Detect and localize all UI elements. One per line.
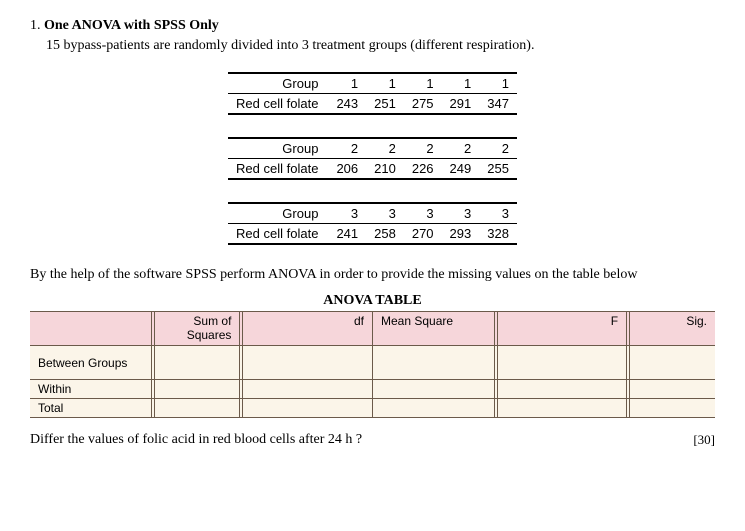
data-row: Red cell folate206210226249255 bbox=[228, 159, 517, 180]
data-tables-region: Group11111Red cell folate243251275291347… bbox=[193, 72, 553, 245]
anova-row-label: Between Groups bbox=[30, 346, 152, 380]
data-cell: 2 bbox=[442, 138, 480, 159]
anova-cell bbox=[152, 380, 240, 399]
data-cell: 2 bbox=[328, 138, 366, 159]
anova-cell bbox=[240, 399, 373, 418]
data-cell: 226 bbox=[404, 159, 442, 180]
question-title: One ANOVA with SPSS Only bbox=[44, 18, 219, 33]
data-cell: 1 bbox=[328, 73, 366, 94]
data-row-label: Group bbox=[228, 138, 328, 159]
anova-row-label: Total bbox=[30, 399, 152, 418]
data-row: Group33333 bbox=[228, 203, 517, 224]
data-row: Group11111 bbox=[228, 73, 517, 94]
data-cell: 328 bbox=[479, 224, 517, 245]
anova-row: Total bbox=[30, 399, 715, 418]
anova-table: Sum of Squares df Mean Square F Sig. Bet… bbox=[30, 311, 715, 418]
question-heading: 1. One ANOVA with SPSS Only bbox=[30, 18, 715, 34]
data-row-label: Red cell folate bbox=[228, 94, 328, 115]
anova-header-df: df bbox=[240, 312, 373, 346]
anova-title: ANOVA TABLE bbox=[30, 293, 715, 309]
anova-cell bbox=[152, 399, 240, 418]
data-cell: 249 bbox=[442, 159, 480, 180]
data-row-label: Red cell folate bbox=[228, 159, 328, 180]
data-cell: 275 bbox=[404, 94, 442, 115]
anova-header-ms: Mean Square bbox=[372, 312, 494, 346]
data-cell: 1 bbox=[404, 73, 442, 94]
data-cell: 2 bbox=[479, 138, 517, 159]
anova-cell bbox=[494, 380, 627, 399]
anova-cell bbox=[627, 346, 715, 380]
anova-header-row: Sum of Squares df Mean Square F Sig. bbox=[30, 312, 715, 346]
data-table: Group11111Red cell folate243251275291347 bbox=[228, 72, 517, 115]
data-cell: 3 bbox=[328, 203, 366, 224]
data-cell: 1 bbox=[442, 73, 480, 94]
anova-cell bbox=[152, 346, 240, 380]
data-row: Group22222 bbox=[228, 138, 517, 159]
anova-wrap: ANOVA TABLE Sum of Squares df Mean Squar… bbox=[30, 293, 715, 418]
anova-cell bbox=[372, 399, 494, 418]
data-cell: 243 bbox=[328, 94, 366, 115]
data-cell: 1 bbox=[479, 73, 517, 94]
anova-prompt: By the help of the software SPSS perform… bbox=[30, 267, 715, 283]
anova-cell bbox=[627, 380, 715, 399]
data-cell: 258 bbox=[366, 224, 404, 245]
anova-header-blank bbox=[30, 312, 152, 346]
anova-row-label: Within bbox=[30, 380, 152, 399]
data-cell: 241 bbox=[328, 224, 366, 245]
data-cell: 3 bbox=[442, 203, 480, 224]
data-cell: 206 bbox=[328, 159, 366, 180]
data-cell: 210 bbox=[366, 159, 404, 180]
data-table: Group22222Red cell folate206210226249255 bbox=[228, 137, 517, 180]
data-table: Group33333Red cell folate241258270293328 bbox=[228, 202, 517, 245]
data-cell: 2 bbox=[366, 138, 404, 159]
question-number: 1. bbox=[30, 18, 41, 33]
anova-row: Between Groups bbox=[30, 346, 715, 380]
final-question: Differ the values of folic acid in red b… bbox=[30, 432, 362, 447]
data-cell: 3 bbox=[479, 203, 517, 224]
data-cell: 2 bbox=[404, 138, 442, 159]
data-row: Red cell folate241258270293328 bbox=[228, 224, 517, 245]
question-intro: 15 bypass-patients are randomly divided … bbox=[46, 38, 715, 54]
anova-cell bbox=[240, 346, 373, 380]
data-cell: 270 bbox=[404, 224, 442, 245]
anova-cell bbox=[627, 399, 715, 418]
data-row-label: Group bbox=[228, 73, 328, 94]
anova-header-ss: Sum of Squares bbox=[152, 312, 240, 346]
anova-cell bbox=[372, 346, 494, 380]
data-cell: 3 bbox=[404, 203, 442, 224]
anova-cell bbox=[372, 380, 494, 399]
data-row-label: Red cell folate bbox=[228, 224, 328, 245]
data-cell: 347 bbox=[479, 94, 517, 115]
anova-header-sig: Sig. bbox=[627, 312, 715, 346]
data-cell: 1 bbox=[366, 73, 404, 94]
anova-row: Within bbox=[30, 380, 715, 399]
data-cell: 255 bbox=[479, 159, 517, 180]
data-cell: 3 bbox=[366, 203, 404, 224]
anova-cell bbox=[494, 346, 627, 380]
data-cell: 251 bbox=[366, 94, 404, 115]
data-row-label: Group bbox=[228, 203, 328, 224]
anova-header-f: F bbox=[494, 312, 627, 346]
marks: [30] bbox=[693, 432, 715, 448]
anova-cell bbox=[240, 380, 373, 399]
data-cell: 293 bbox=[442, 224, 480, 245]
anova-cell bbox=[494, 399, 627, 418]
data-row: Red cell folate243251275291347 bbox=[228, 94, 517, 115]
data-cell: 291 bbox=[442, 94, 480, 115]
